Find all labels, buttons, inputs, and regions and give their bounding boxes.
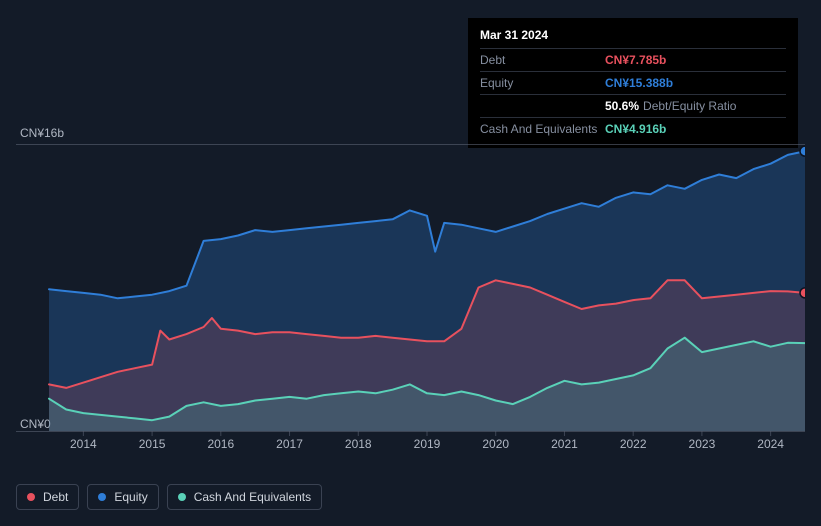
chart-tooltip: Mar 31 2024 DebtCN¥7.785bEquityCN¥15.388… <box>468 18 798 148</box>
x-tick: 2015 <box>139 437 166 451</box>
x-tick: 2024 <box>757 437 784 451</box>
x-axis: 2014 2015 2016 2017 2018 2019 2020 2021 2022 2023… <box>0 437 821 457</box>
debt-end-marker <box>800 288 805 298</box>
tooltip-row-value: 50.6% <box>605 97 639 115</box>
tooltip-row-sublabel: Debt/Equity Ratio <box>643 97 736 115</box>
tooltip-row-value: CN¥15.388b <box>605 74 673 92</box>
tooltip-row: Cash And EquivalentsCN¥4.916b <box>480 117 786 140</box>
legend-label: Equity <box>114 490 147 504</box>
x-tick: 2023 <box>689 437 716 451</box>
x-tick: 2020 <box>482 437 509 451</box>
legend-dot-icon <box>98 493 106 501</box>
tooltip-row: 50.6%Debt/Equity Ratio <box>480 94 786 117</box>
tooltip-row: EquityCN¥15.388b <box>480 71 786 94</box>
legend-item-cash-and-equivalents[interactable]: Cash And Equivalents <box>167 484 322 510</box>
chart-svg <box>16 144 805 439</box>
legend-label: Debt <box>43 490 68 504</box>
chart-plot-area <box>16 144 805 439</box>
equity-end-marker <box>800 146 805 156</box>
x-tick: 2018 <box>345 437 372 451</box>
legend: Debt Equity Cash And Equivalents <box>16 484 322 510</box>
x-tick: 2016 <box>207 437 234 451</box>
x-tick: 2019 <box>414 437 441 451</box>
tooltip-row-label: Equity <box>480 74 605 92</box>
tooltip-row-value: CN¥7.785b <box>605 51 666 69</box>
legend-item-equity[interactable]: Equity <box>87 484 158 510</box>
tooltip-row-label: Debt <box>480 51 605 69</box>
x-tick: 2014 <box>70 437 97 451</box>
legend-label: Cash And Equivalents <box>194 490 311 504</box>
tooltip-date: Mar 31 2024 <box>480 26 786 44</box>
y-axis-max-label: CN¥16b <box>20 126 64 140</box>
tooltip-row-value: CN¥4.916b <box>605 120 666 138</box>
tooltip-row: DebtCN¥7.785b <box>480 48 786 71</box>
chart-container: Mar 31 2024 DebtCN¥7.785bEquityCN¥15.388… <box>0 0 821 526</box>
legend-dot-icon <box>27 493 35 501</box>
legend-item-debt[interactable]: Debt <box>16 484 79 510</box>
x-tick: 2022 <box>620 437 647 451</box>
tooltip-row-label <box>480 97 605 115</box>
x-tick: 2021 <box>551 437 578 451</box>
x-tick: 2017 <box>276 437 303 451</box>
legend-dot-icon <box>178 493 186 501</box>
tooltip-row-label: Cash And Equivalents <box>480 120 605 138</box>
